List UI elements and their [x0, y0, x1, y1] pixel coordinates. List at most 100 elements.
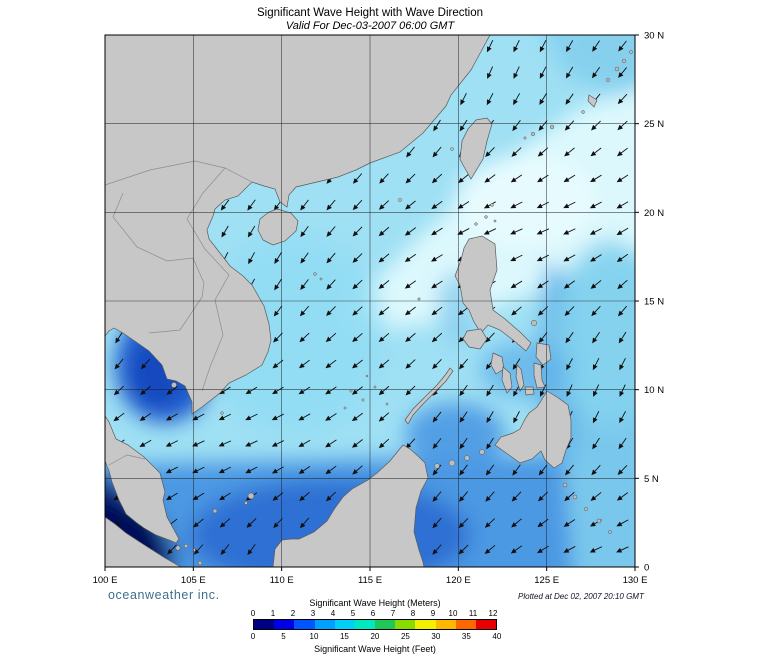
wave-arrow: [512, 358, 521, 370]
wave-arrow: [616, 227, 629, 236]
wave-arrow: [510, 228, 523, 235]
wave-arrow: [460, 92, 467, 106]
wave-arrow: [590, 174, 602, 183]
latitude-axis: 30 N 25 N 20 N 15 N 10 N 5 N 0: [635, 31, 664, 574]
wave-arrow: [565, 464, 574, 476]
wave-arrow: [485, 332, 495, 343]
wave-arrow: [326, 226, 336, 237]
wave-arrow: [298, 466, 311, 474]
lon-tick-label: 110 E: [270, 575, 294, 586]
wave-arrow: [485, 147, 495, 158]
wave-arrow: [431, 200, 443, 210]
land-palawan: [404, 367, 454, 425]
meters-tick-label: 10: [448, 609, 458, 618]
wave-arrow: [299, 305, 310, 317]
wave-arrow: [483, 228, 497, 235]
wave-arrow: [432, 411, 442, 423]
wave-arrow: [617, 93, 628, 105]
wave-arrow: [589, 201, 602, 209]
meters-tick-label: 12: [488, 609, 498, 618]
wave-arrow: [405, 359, 416, 369]
lat-tick-label: 15 N: [644, 297, 664, 308]
chart-title: Significant Wave Height with Wave Direct…: [256, 7, 484, 19]
wave-arrow: [352, 465, 363, 475]
wave-arrow: [512, 464, 521, 476]
lon-tick-label: 125 E: [534, 575, 559, 586]
wave-arrow: [616, 201, 629, 209]
wave-arrow: [457, 228, 470, 235]
wave-arrow: [539, 93, 547, 105]
wave-arrow: [165, 413, 178, 421]
wave-arrow: [300, 252, 309, 264]
wave-arrow: [510, 201, 523, 209]
legend-color-segment: [294, 620, 315, 629]
wave-arrow: [486, 411, 494, 424]
wave-arrow: [247, 543, 256, 556]
wave-arrow: [271, 413, 284, 421]
meters-tick-label: 4: [330, 609, 336, 618]
wave-arrow: [352, 279, 363, 290]
feet-tick-label: 5: [281, 632, 286, 641]
wave-arrow: [513, 93, 521, 106]
legend-color-segment: [254, 620, 275, 629]
lat-tick-label: 0: [644, 563, 649, 574]
wave-arrow: [536, 254, 550, 262]
wave-arrow: [115, 331, 123, 344]
wave-arrow: [618, 67, 627, 78]
wave-arrow: [513, 39, 520, 53]
wave-arrow: [430, 254, 443, 262]
wave-arrow: [273, 305, 283, 317]
wave-arrow: [378, 200, 390, 210]
wave-arrow: [593, 384, 600, 397]
wave-arrow: [563, 201, 576, 209]
map-canvas: 100 E 105 E 110 E 115 E 120 E 125 E 130 E 30 N…: [93, 31, 665, 587]
wave-arrow: [619, 411, 626, 424]
wave-arrow: [248, 252, 255, 265]
wave-arrow: [563, 174, 576, 183]
wave-arrow: [616, 546, 629, 553]
wave-arrow: [563, 519, 576, 527]
wave-arrow: [352, 359, 363, 369]
legend-color-segment: [415, 620, 436, 629]
wave-arrow: [618, 437, 627, 450]
wave-arrow: [538, 332, 548, 344]
wave-arrow: [352, 226, 363, 237]
legend-color-segment: [435, 620, 456, 629]
feet-tick-label: 30: [431, 632, 441, 641]
wave-arrow: [378, 359, 390, 369]
wave-arrow: [590, 280, 602, 289]
wave-arrow: [431, 280, 443, 289]
land-negros: [501, 366, 513, 394]
wave-arrow: [563, 228, 576, 235]
wave-arrow: [326, 199, 336, 211]
wave-arrow: [590, 492, 602, 501]
wave-arrow: [618, 40, 627, 52]
legend-meters-ticks: 0 1 2 3 4 5 6 7 8 9 10 11 12: [251, 609, 498, 618]
wave-arrow: [589, 228, 602, 235]
wave-arrow: [325, 332, 337, 343]
wave-arrow: [431, 173, 443, 184]
wave-arrow: [298, 359, 310, 369]
wave-arrow: [536, 201, 550, 209]
wave-arrow: [405, 173, 416, 184]
wave-arrow: [619, 358, 626, 371]
wave-arrow: [618, 331, 627, 344]
wave-arrow: [379, 173, 389, 184]
lon-tick-label: 115 E: [358, 575, 382, 586]
wave-arrow: [221, 225, 229, 238]
wave-arrow: [405, 332, 416, 343]
wave-arrow: [274, 252, 282, 264]
wave-arrow: [617, 465, 628, 476]
wave-arrow: [458, 174, 469, 183]
meters-tick-label: 6: [370, 609, 376, 618]
wave-arrow: [510, 174, 523, 183]
wave-arrow: [617, 305, 628, 317]
wave-arrow: [192, 466, 205, 474]
wave-arrow: [564, 491, 575, 502]
land-sumatra: [105, 516, 182, 567]
wave-arrow: [537, 518, 549, 528]
meters-tick-label: 9: [430, 609, 436, 618]
wave-arrow: [513, 411, 520, 424]
wave-arrow: [566, 384, 573, 397]
